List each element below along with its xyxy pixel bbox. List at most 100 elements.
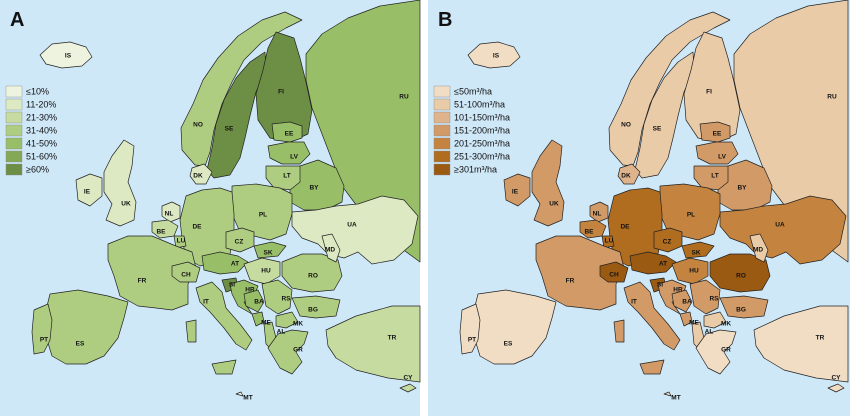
country-cy bbox=[827, 383, 845, 393]
country-label-me: ME bbox=[261, 320, 271, 327]
legend-label: 201-250m³/ha bbox=[454, 138, 510, 148]
country-label-uk: UK bbox=[121, 201, 131, 208]
country-uk bbox=[103, 139, 137, 227]
country-label-uk: UK bbox=[549, 201, 559, 208]
country-label-hr: HR bbox=[245, 287, 255, 294]
country-lv bbox=[695, 141, 739, 165]
country-label-pl: PL bbox=[687, 212, 695, 219]
country-label-ua: UA bbox=[347, 222, 357, 229]
panel-letter: B bbox=[438, 9, 452, 31]
country-label-md: MD bbox=[753, 247, 763, 254]
country-hr bbox=[657, 279, 687, 315]
legend-label: 21-30% bbox=[26, 112, 57, 122]
country-mt bbox=[663, 391, 672, 397]
legend-swatch bbox=[5, 85, 23, 98]
country-label-fi: FI bbox=[278, 89, 284, 96]
country-is bbox=[467, 41, 521, 69]
country-label-lv: LV bbox=[290, 154, 298, 161]
country-label-bg: BG bbox=[308, 307, 318, 314]
country-label-no: NO bbox=[621, 122, 631, 129]
country-lv bbox=[267, 141, 311, 165]
country-label-lu: LU bbox=[177, 238, 186, 245]
country-label-cy: CY bbox=[831, 375, 841, 382]
country-nl bbox=[589, 201, 609, 223]
country-ie bbox=[503, 173, 531, 207]
country-label-ua: UA bbox=[775, 222, 785, 229]
country-label-is: IS bbox=[493, 53, 500, 60]
legend-label: 51-100m³/ha bbox=[454, 99, 505, 109]
country-label-no: NO bbox=[193, 122, 203, 129]
legend-swatch bbox=[433, 124, 451, 137]
country-label-ru: RU bbox=[399, 94, 409, 101]
legend-swatch bbox=[5, 137, 23, 150]
legend-label: 51-60% bbox=[26, 151, 57, 161]
country-label-is: IS bbox=[65, 53, 72, 60]
country-pl bbox=[231, 183, 293, 241]
legend-swatch bbox=[433, 137, 451, 150]
country-label-de: DE bbox=[192, 224, 202, 231]
country-bg bbox=[291, 295, 341, 319]
country-label-gr: GR bbox=[293, 347, 303, 354]
legend-swatch bbox=[5, 111, 23, 124]
country-label-hr: HR bbox=[673, 287, 683, 294]
country-label-ro: RO bbox=[308, 273, 318, 280]
legend-swatch bbox=[5, 124, 23, 137]
country-md bbox=[321, 233, 341, 263]
country-label-nl: NL bbox=[165, 211, 174, 218]
country-ro bbox=[709, 253, 771, 293]
country-label-ro: RO bbox=[736, 273, 746, 280]
country-mk bbox=[275, 311, 299, 329]
legend-swatch bbox=[5, 163, 23, 176]
country-it bbox=[185, 281, 253, 375]
country-sk bbox=[253, 241, 287, 259]
country-me bbox=[679, 311, 693, 327]
country-label-lt: LT bbox=[711, 173, 718, 180]
legend-label: 151-200m³/ha bbox=[454, 125, 510, 135]
country-label-si: SI bbox=[657, 282, 663, 289]
country-label-pt: PT bbox=[40, 337, 48, 344]
country-label-al: AL bbox=[705, 329, 714, 336]
legend-swatch bbox=[433, 163, 451, 176]
country-label-ba: BA bbox=[682, 299, 692, 306]
legend-swatch bbox=[433, 98, 451, 111]
country-label-at: AT bbox=[659, 261, 667, 268]
country-label-mk: MK bbox=[293, 321, 303, 328]
country-label-ee: EE bbox=[713, 131, 722, 138]
country-label-sk: SK bbox=[691, 250, 700, 257]
country-gr bbox=[695, 329, 737, 375]
country-label-mt: MT bbox=[671, 395, 680, 402]
country-sk bbox=[681, 241, 715, 259]
country-label-ie: IE bbox=[512, 189, 519, 196]
country-cy bbox=[399, 383, 417, 393]
country-label-de: DE bbox=[620, 224, 630, 231]
country-label-be: BE bbox=[584, 229, 594, 236]
country-label-cz: CZ bbox=[663, 239, 672, 246]
panel-letter: A bbox=[10, 9, 24, 31]
country-label-bg: BG bbox=[736, 307, 746, 314]
country-label-mk: MK bbox=[721, 321, 731, 328]
country-label-nl: NL bbox=[593, 211, 602, 218]
country-ee bbox=[271, 121, 303, 143]
legend-label: ≤10% bbox=[26, 86, 49, 96]
country-label-al: AL bbox=[277, 329, 286, 336]
country-ba bbox=[671, 289, 693, 313]
country-label-hu: HU bbox=[689, 268, 699, 275]
country-label-cz: CZ bbox=[235, 239, 244, 246]
legend-swatch bbox=[433, 150, 451, 163]
map-panel-a: IS NO SE FI RU EE LV LT BY UA PL DE DK IE UK NL BE LU FR ES… bbox=[0, 0, 421, 416]
country-rs bbox=[261, 279, 293, 315]
country-label-md: MD bbox=[325, 247, 335, 254]
country-label-pl: PL bbox=[259, 212, 267, 219]
legend-label: ≥301m³/ha bbox=[454, 164, 497, 174]
country-ch bbox=[599, 261, 629, 283]
country-label-tr: TR bbox=[388, 335, 397, 342]
country-label-ru: RU bbox=[827, 94, 837, 101]
country-label-ch: CH bbox=[181, 272, 191, 279]
country-no bbox=[608, 11, 731, 167]
country-fi bbox=[255, 31, 313, 143]
country-label-be: BE bbox=[156, 229, 166, 236]
legend: ≤50m³/ha 51-100m³/ha 101-150m³/ha 151-200m³… bbox=[433, 85, 510, 176]
country-dk bbox=[189, 163, 213, 185]
country-lu bbox=[173, 235, 187, 249]
country-label-it: IT bbox=[203, 299, 209, 306]
